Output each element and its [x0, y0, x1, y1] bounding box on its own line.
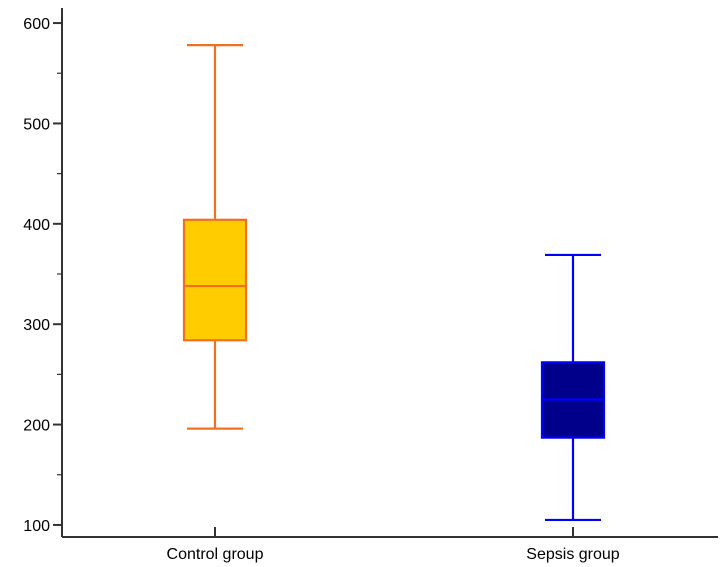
y-tick-label: 500	[23, 116, 50, 133]
boxes	[182, 44, 606, 522]
box-sepsis	[540, 253, 606, 522]
axes	[53, 8, 718, 538]
y-tick-label: 400	[23, 217, 50, 234]
y-tick-label: 300	[23, 317, 50, 334]
x-tick-label: Sepsis group	[526, 546, 619, 563]
x-tick-label: Control group	[167, 546, 264, 563]
y-tick-label: 200	[23, 418, 50, 435]
y-tick-label: 600	[23, 16, 50, 33]
y-tick-label: 100	[23, 518, 50, 535]
iqr-box	[182, 218, 248, 342]
box-control	[182, 44, 248, 430]
tick-labels: 100 200 300 400 500 600 Control group Sepsis gr…	[23, 16, 620, 563]
